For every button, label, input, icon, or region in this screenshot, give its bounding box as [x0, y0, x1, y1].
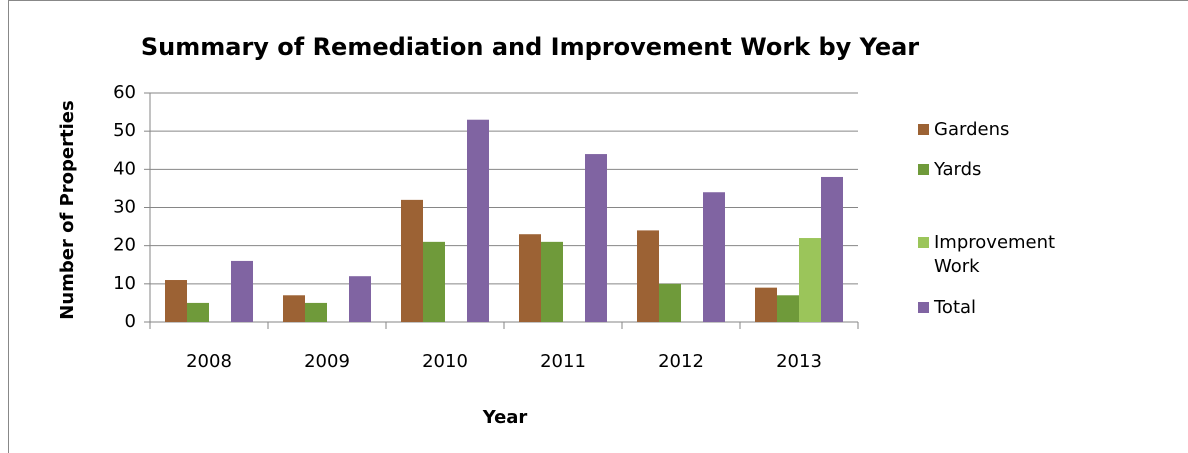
bar — [349, 276, 371, 322]
bar — [305, 302, 327, 322]
x-tick-label: 2010 — [422, 351, 468, 372]
legend-item: Gardens — [918, 118, 1078, 142]
bar — [231, 260, 253, 322]
bar — [659, 283, 681, 322]
bar — [165, 280, 187, 322]
x-tick-label: 2009 — [304, 351, 350, 372]
legend-label: Yards — [934, 159, 982, 180]
x-tick-label: 2012 — [658, 351, 704, 372]
x-tick-label: 2011 — [540, 351, 586, 372]
x-axis-label: Year — [482, 407, 528, 428]
y-axis-label: Number of Properties — [57, 100, 78, 319]
legend-item: Total — [918, 296, 1078, 320]
bar — [703, 192, 725, 322]
y-tick-label: 60 — [113, 82, 136, 103]
x-tick-label: 2013 — [776, 351, 822, 372]
legend-label: Improvement Work — [934, 232, 1056, 277]
y-tick-label: 10 — [113, 273, 136, 294]
legend-item: Yards — [918, 158, 1078, 182]
bar — [187, 302, 209, 322]
bar — [799, 238, 821, 322]
y-tick-label: 0 — [125, 311, 136, 332]
y-tick-label: 30 — [113, 197, 136, 218]
legend-label: Total — [934, 297, 977, 318]
legend-swatch — [918, 164, 929, 175]
bar — [585, 154, 607, 322]
bar — [755, 287, 777, 322]
legend-swatch — [918, 124, 929, 135]
y-tick-label: 20 — [113, 235, 136, 256]
chart-title: Summary of Remediation and Improvement W… — [141, 33, 919, 61]
bar — [423, 241, 445, 322]
chart-frame — [8, 0, 1188, 453]
x-tick-label: 2008 — [186, 351, 232, 372]
legend-label: Gardens — [934, 119, 1010, 140]
legend-swatch — [918, 237, 929, 248]
bar — [777, 295, 799, 322]
legend-swatch — [918, 302, 929, 313]
bar — [401, 199, 423, 322]
bar — [637, 230, 659, 322]
y-tick-label: 40 — [113, 158, 136, 179]
legend-item: Improvement Work — [918, 231, 1078, 279]
y-tick-label: 50 — [113, 120, 136, 141]
bar — [821, 176, 843, 322]
bar — [283, 295, 305, 322]
bar — [541, 241, 563, 322]
bar — [519, 234, 541, 322]
bar — [467, 119, 489, 322]
